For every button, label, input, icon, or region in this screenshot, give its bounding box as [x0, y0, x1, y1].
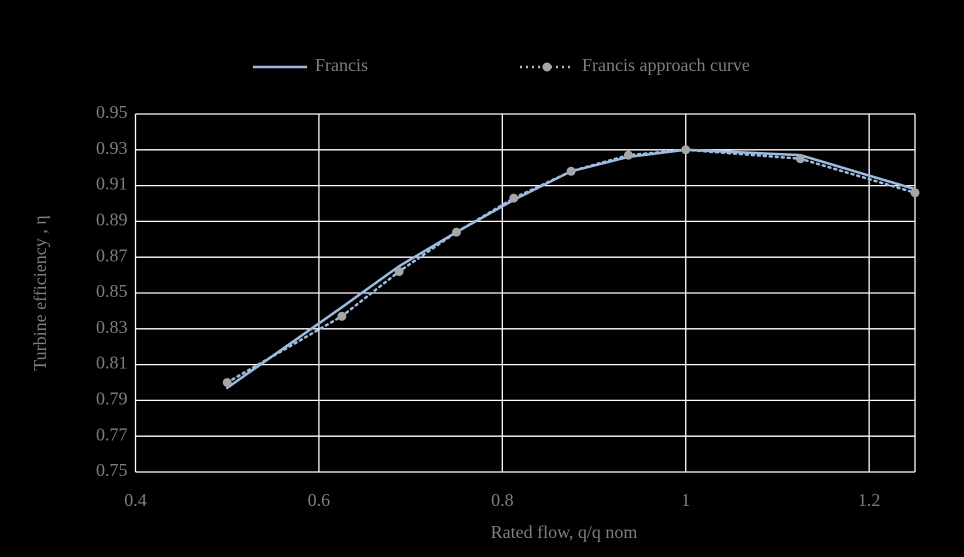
- x-tick-label: 1: [681, 490, 690, 510]
- y-tick-label: 0.75: [96, 460, 128, 480]
- marker: [509, 193, 519, 203]
- legend-label: Francis: [315, 55, 368, 75]
- y-tick-label: 0.79: [96, 389, 128, 409]
- marker: [451, 227, 461, 237]
- marker: [795, 154, 805, 164]
- marker: [394, 267, 404, 277]
- y-tick-label: 0.83: [96, 317, 128, 337]
- marker: [681, 145, 691, 155]
- marker: [910, 188, 920, 198]
- x-axis-title: Rated flow, q/q nom: [491, 522, 638, 542]
- marker: [566, 166, 576, 176]
- y-tick-label: 0.93: [96, 138, 128, 158]
- y-tick-label: 0.95: [96, 102, 128, 122]
- x-tick-label: 1.2: [858, 490, 881, 510]
- x-tick-label: 0.4: [124, 490, 147, 510]
- marker: [623, 150, 633, 160]
- marker: [337, 311, 347, 321]
- series-line: [225, 148, 917, 384]
- legend-label: Francis approach curve: [582, 55, 750, 75]
- y-axis-title: Turbine efficiency , η: [30, 215, 50, 370]
- marker: [222, 378, 232, 387]
- y-tick-label: 0.87: [96, 245, 128, 265]
- x-tick-label: 0.8: [491, 490, 514, 510]
- y-tick-label: 0.81: [96, 353, 128, 373]
- y-tick-label: 0.85: [96, 281, 128, 301]
- legend-marker: [542, 62, 552, 72]
- x-tick-label: 0.6: [308, 490, 331, 510]
- y-tick-label: 0.91: [96, 174, 128, 194]
- y-tick-label: 0.89: [96, 210, 128, 230]
- y-tick-label: 0.77: [96, 424, 128, 444]
